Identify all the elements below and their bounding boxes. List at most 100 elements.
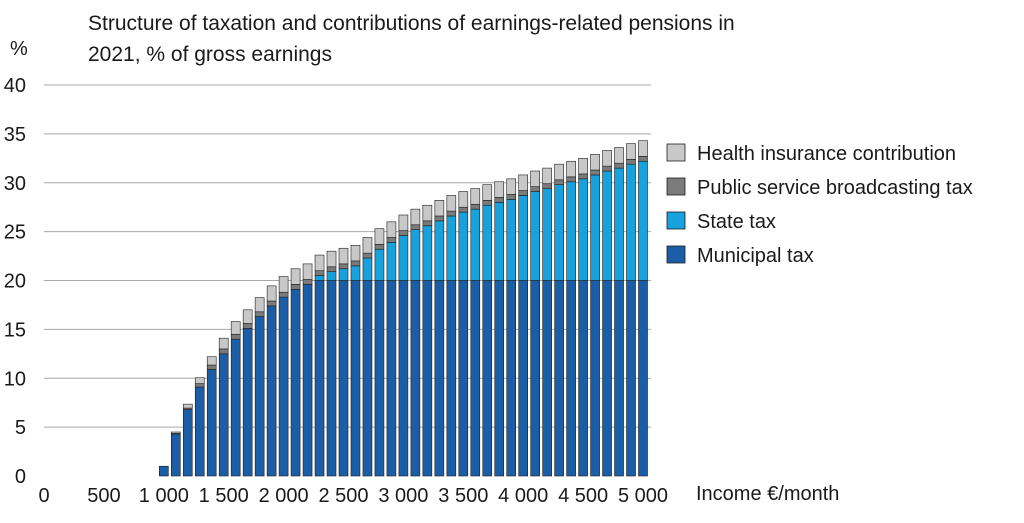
y-tick-label: 30 — [4, 173, 26, 195]
bar-segment-public-service-broadcasting-tax — [374, 244, 385, 250]
bar-segment-health-insurance-contribution — [446, 195, 457, 212]
bar-segment-public-service-broadcasting-tax — [278, 291, 289, 298]
y-tick-label: 5 — [15, 417, 26, 439]
bar-segment-health-insurance-contribution — [278, 276, 289, 293]
bar-segment-public-service-broadcasting-tax — [566, 176, 576, 183]
bar-segment-public-service-broadcasting-tax — [518, 190, 529, 196]
bar-segment-health-insurance-contribution — [230, 321, 241, 335]
bar-segment-public-service-broadcasting-tax — [590, 169, 600, 176]
bar-segment-health-insurance-contribution — [338, 247, 349, 265]
bar-segment-municipal-tax — [506, 280, 517, 477]
bar-segment-municipal-tax — [434, 280, 445, 477]
bar-segment-municipal-tax — [206, 369, 217, 477]
bar-segment-state-tax — [434, 220, 445, 281]
legend-swatch — [666, 143, 686, 162]
bar-segment-state-tax — [566, 181, 576, 281]
bar-segment-municipal-tax — [398, 280, 409, 477]
bar-segment-state-tax — [338, 268, 349, 281]
x-axis-ticks: 0 500 1 000 1 500 2 000 2 500 3 000 3 500 4 000 4… — [38, 485, 668, 507]
bar-segment-health-insurance-contribution — [434, 200, 445, 217]
bar-segment-municipal-tax — [254, 316, 265, 477]
legend-label: Health insurance contribution — [697, 143, 956, 165]
bar-segment-municipal-tax — [530, 280, 540, 477]
bar-segment-health-insurance-contribution — [266, 285, 277, 302]
bar-segment-health-insurance-contribution — [362, 237, 373, 254]
bar-segment-health-insurance-contribution — [242, 309, 253, 324]
bar-segment-public-service-broadcasting-tax — [506, 194, 517, 200]
bar-segment-state-tax — [626, 163, 636, 281]
x-tick-label: 2 500 — [318, 485, 368, 507]
y-axis-ticks: 0 5 10 15 20 25 30 35 40 — [4, 75, 26, 488]
bar-segment-health-insurance-contribution — [422, 204, 433, 222]
bar-segment-public-service-broadcasting-tax — [602, 165, 612, 172]
bar-segment-municipal-tax — [542, 280, 552, 477]
bar-segment-public-service-broadcasting-tax — [434, 215, 445, 222]
bar-segment-state-tax — [602, 170, 612, 281]
bar-segment-municipal-tax — [482, 280, 493, 477]
bar-segment-health-insurance-contribution — [554, 163, 564, 181]
bar-segment-municipal-tax — [602, 280, 612, 477]
bar-segment-municipal-tax — [338, 280, 349, 477]
bar-segment-municipal-tax — [290, 288, 301, 477]
bar-segment-public-service-broadcasting-tax — [386, 237, 397, 243]
x-tick-label: 1 000 — [139, 485, 189, 507]
bar-segment-state-tax — [542, 188, 552, 281]
x-tick-label: 3 500 — [438, 485, 488, 507]
bar-segment-health-insurance-contribution — [206, 356, 217, 366]
x-tick-label: 4 500 — [558, 485, 608, 507]
bar-segment-state-tax — [410, 229, 421, 281]
bar-segment-health-insurance-contribution — [182, 403, 193, 409]
x-tick-label: 500 — [87, 485, 120, 507]
bar-segment-municipal-tax — [554, 280, 564, 477]
bar-segment-municipal-tax — [170, 433, 181, 477]
legend-label: Municipal tax — [697, 245, 814, 267]
y-tick-label: 35 — [4, 124, 26, 146]
bar-segment-public-service-broadcasting-tax — [194, 383, 205, 388]
bar-segment-state-tax — [446, 215, 457, 281]
bar-segment-public-service-broadcasting-tax — [302, 279, 313, 285]
bar-segment-public-service-broadcasting-tax — [638, 156, 648, 162]
bars — [159, 140, 648, 477]
bar-segment-health-insurance-contribution — [518, 174, 529, 191]
legend-swatch — [666, 211, 686, 230]
bar-segment-public-service-broadcasting-tax — [482, 200, 493, 206]
bar-segment-health-insurance-contribution — [290, 268, 301, 285]
bar-segment-health-insurance-contribution — [170, 431, 181, 434]
bar-segment-municipal-tax — [159, 465, 169, 477]
bar-segment-municipal-tax — [470, 280, 481, 477]
x-tick-label: 3 000 — [378, 485, 428, 507]
x-tick-label: 1 500 — [199, 485, 249, 507]
bar-segment-public-service-broadcasting-tax — [494, 197, 505, 203]
bar-segment-health-insurance-contribution — [530, 170, 540, 187]
bar-segment-state-tax — [614, 167, 624, 281]
bar-segment-municipal-tax — [362, 280, 373, 477]
bar-segment-public-service-broadcasting-tax — [350, 260, 361, 267]
bar-segment-state-tax — [530, 191, 540, 281]
bar-segment-state-tax — [326, 271, 337, 281]
bar-segment-municipal-tax — [566, 280, 576, 477]
bar-segment-health-insurance-contribution — [302, 263, 313, 280]
bar-segment-municipal-tax — [302, 284, 313, 477]
bar-segment-municipal-tax — [278, 296, 289, 477]
bar-segment-health-insurance-contribution — [398, 214, 409, 231]
bar-segment-health-insurance-contribution — [614, 147, 624, 164]
bar-segment-public-service-broadcasting-tax — [470, 203, 481, 210]
y-tick-label: 20 — [4, 271, 26, 293]
y-axis-label: % — [10, 38, 28, 60]
bar-segment-public-service-broadcasting-tax — [218, 348, 229, 355]
bar-segment-municipal-tax — [386, 280, 397, 477]
bar-segment-municipal-tax — [446, 280, 457, 477]
bar-segment-state-tax — [590, 174, 600, 281]
bar-segment-state-tax — [350, 265, 361, 281]
bar-segment-health-insurance-contribution — [254, 297, 265, 313]
bar-segment-health-insurance-contribution — [314, 254, 325, 272]
y-tick-label: 25 — [4, 222, 26, 244]
bar-segment-state-tax — [362, 257, 373, 281]
bar-segment-state-tax — [554, 184, 564, 281]
bar-segment-state-tax — [374, 248, 385, 281]
bar-segment-health-insurance-contribution — [374, 228, 385, 245]
bar-segment-public-service-broadcasting-tax — [530, 186, 540, 192]
chart-title-line-1: Structure of taxation and contributions … — [88, 12, 735, 35]
x-tick-label: 0 — [38, 485, 49, 507]
